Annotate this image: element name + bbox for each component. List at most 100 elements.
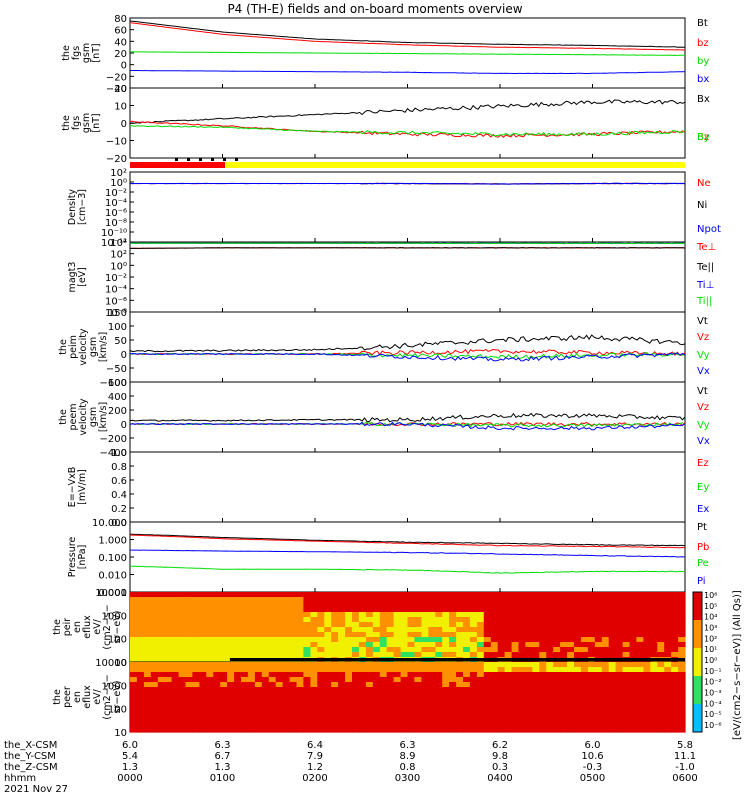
heatmap-cell [234,612,242,618]
colorbar-segment [693,665,702,670]
heatmap-cell [553,592,561,598]
heatmap-cell [379,722,388,728]
heatmap-cell [497,637,506,643]
heatmap-cell [435,637,443,643]
heatmap-cell [650,702,658,708]
heatmap-cell [254,607,263,613]
heatmap-cell [358,712,367,718]
heatmap-cell [546,647,554,653]
heatmap-cell [282,692,291,698]
status-tick [199,158,202,161]
heatmap-cell [490,637,499,643]
heatmap-cell [435,592,443,598]
heatmap-cell [386,707,395,713]
heatmap-cell [511,677,520,683]
heatmap-cell [358,717,367,723]
heatmap-cell [601,722,610,728]
heatmap-cell [289,622,298,628]
heatmap-cell [393,592,402,598]
heatmap-cell [504,627,513,633]
heatmap-cell [587,717,596,723]
heatmap-cell [234,632,242,638]
heatmap-cell [324,632,332,638]
y-axis-label: fgs [71,116,82,130]
heatmap-cell [671,692,679,698]
heatmap-cell [490,682,499,688]
heatmap-cell [657,667,665,673]
colorbar-segment [693,627,702,631]
heatmap-cell [358,722,367,728]
heatmap-cell [671,612,679,618]
heatmap-cell [518,687,526,693]
heatmap-cell [310,687,318,693]
heatmap-cell [490,632,499,638]
heatmap-cell [303,617,311,623]
heatmap-cell [213,597,221,603]
heatmap-cell [331,597,339,603]
heatmap-cell [428,662,436,668]
heatmap-cell [289,612,298,618]
ephemeris-label: the_Y-CSM [4,751,56,762]
heatmap-cell [261,602,270,608]
heatmap-cell [164,607,173,613]
heatmap-cell [220,612,228,618]
heatmap-cell [518,612,526,618]
heatmap-cell [442,627,450,633]
heatmap-cell [400,697,409,703]
heatmap-cell [497,667,506,673]
y-tick-label: 100 [108,322,127,333]
heatmap-cell [303,622,311,628]
heatmap-cell [143,667,152,673]
heatmap-cell [511,607,520,613]
heatmap-cell [254,692,263,698]
heatmap-cell [469,672,478,678]
series-line-bx [130,70,686,75]
heatmap-cell [490,652,499,658]
heatmap-cell [303,602,311,608]
heatmap-cell [143,607,152,613]
heatmap-cell [650,717,658,723]
heatmap-cell [234,677,242,683]
heatmap-cell [421,662,429,668]
heatmap-cell [587,712,596,718]
heatmap-cell [414,662,422,668]
y-axis-label: [km/s] [98,332,109,362]
heatmap-cell [157,712,166,718]
heatmap-cell [324,682,332,688]
heatmap-cell [171,607,180,613]
colorbar-tick-label: 10¹ [704,645,717,654]
heatmap-cell [442,682,450,688]
heatmap-cell [567,662,575,668]
heatmap-cell [164,657,173,663]
heatmap-cell [469,607,478,613]
heatmap-cell [241,702,249,708]
y-tick-label: 10000 [95,588,127,599]
heatmap-cell [206,622,214,628]
heatmap-cell [615,592,624,598]
heatmap-cell [608,647,617,653]
heatmap-cell [372,592,381,598]
heatmap-cell [421,612,429,618]
heatmap-cell [372,607,381,613]
heatmap-cell [317,607,325,613]
heatmap-cell [289,652,298,658]
heatmap-cell [268,717,277,723]
heatmap-cell [587,637,596,643]
heatmap-cell [164,617,173,623]
heatmap-cell [435,617,443,623]
heatmap-cell [483,652,492,658]
heatmap-cell [587,727,596,733]
heatmap-cell [546,677,554,683]
heatmap-cell [310,632,318,638]
heatmap-cell [213,707,221,713]
heatmap-cell [130,672,138,678]
heatmap-cell [629,602,637,608]
heatmap-cell [608,632,617,638]
y-tick-label: 600 [108,378,127,389]
heatmap-cell [678,682,686,688]
heatmap-cell [463,637,471,643]
colorbar-tick-label: 10⁵ [704,602,717,611]
heatmap-cell [643,702,651,708]
heatmap-cell [643,692,651,698]
heatmap-cell [539,667,547,673]
